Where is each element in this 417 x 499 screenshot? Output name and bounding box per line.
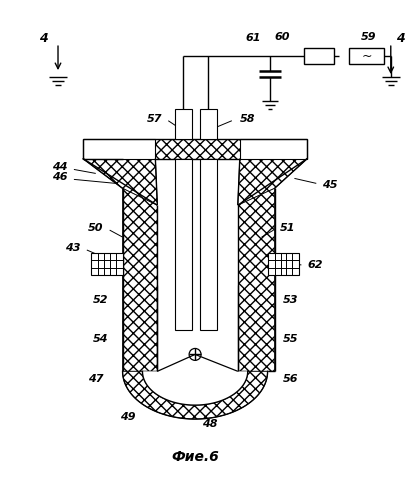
Text: 45: 45	[322, 180, 338, 190]
Text: 4: 4	[396, 31, 405, 45]
Text: 60: 60	[275, 32, 290, 42]
Text: 59: 59	[361, 32, 377, 42]
Text: ~: ~	[361, 49, 372, 62]
Text: 47: 47	[88, 374, 104, 384]
Text: 54: 54	[93, 334, 109, 344]
Polygon shape	[238, 159, 307, 205]
Polygon shape	[200, 159, 217, 329]
Polygon shape	[175, 159, 192, 329]
Text: 43: 43	[65, 243, 81, 253]
Text: 46: 46	[53, 172, 68, 183]
Text: 61: 61	[245, 33, 261, 43]
Text: 44: 44	[53, 163, 68, 173]
Text: 49: 49	[120, 412, 136, 422]
Polygon shape	[175, 109, 192, 139]
Polygon shape	[157, 205, 238, 371]
Text: 62: 62	[307, 260, 323, 270]
Polygon shape	[240, 139, 307, 159]
Polygon shape	[268, 253, 299, 275]
Polygon shape	[156, 139, 240, 159]
Polygon shape	[83, 139, 156, 159]
Text: 50: 50	[88, 223, 104, 233]
Text: 48: 48	[202, 419, 218, 429]
Text: 53: 53	[282, 295, 298, 305]
Bar	[304, 48, 334, 64]
Text: 4: 4	[39, 31, 48, 45]
Text: 56: 56	[282, 374, 298, 384]
Polygon shape	[238, 188, 274, 371]
Polygon shape	[123, 371, 268, 419]
Bar	[349, 48, 384, 64]
Text: 57: 57	[147, 114, 162, 124]
Polygon shape	[143, 371, 248, 405]
Polygon shape	[200, 109, 217, 139]
Polygon shape	[91, 253, 123, 275]
Text: Фие.6: Фие.6	[171, 450, 219, 464]
Polygon shape	[83, 159, 157, 205]
Text: 51: 51	[279, 223, 295, 233]
Polygon shape	[123, 188, 157, 371]
Text: 55: 55	[282, 334, 298, 344]
Text: 58: 58	[240, 114, 255, 124]
Text: 52: 52	[93, 295, 109, 305]
